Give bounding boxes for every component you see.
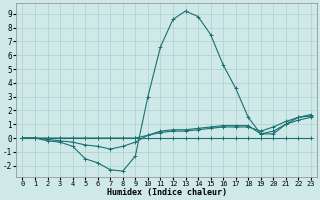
X-axis label: Humidex (Indice chaleur): Humidex (Indice chaleur) <box>107 188 227 197</box>
